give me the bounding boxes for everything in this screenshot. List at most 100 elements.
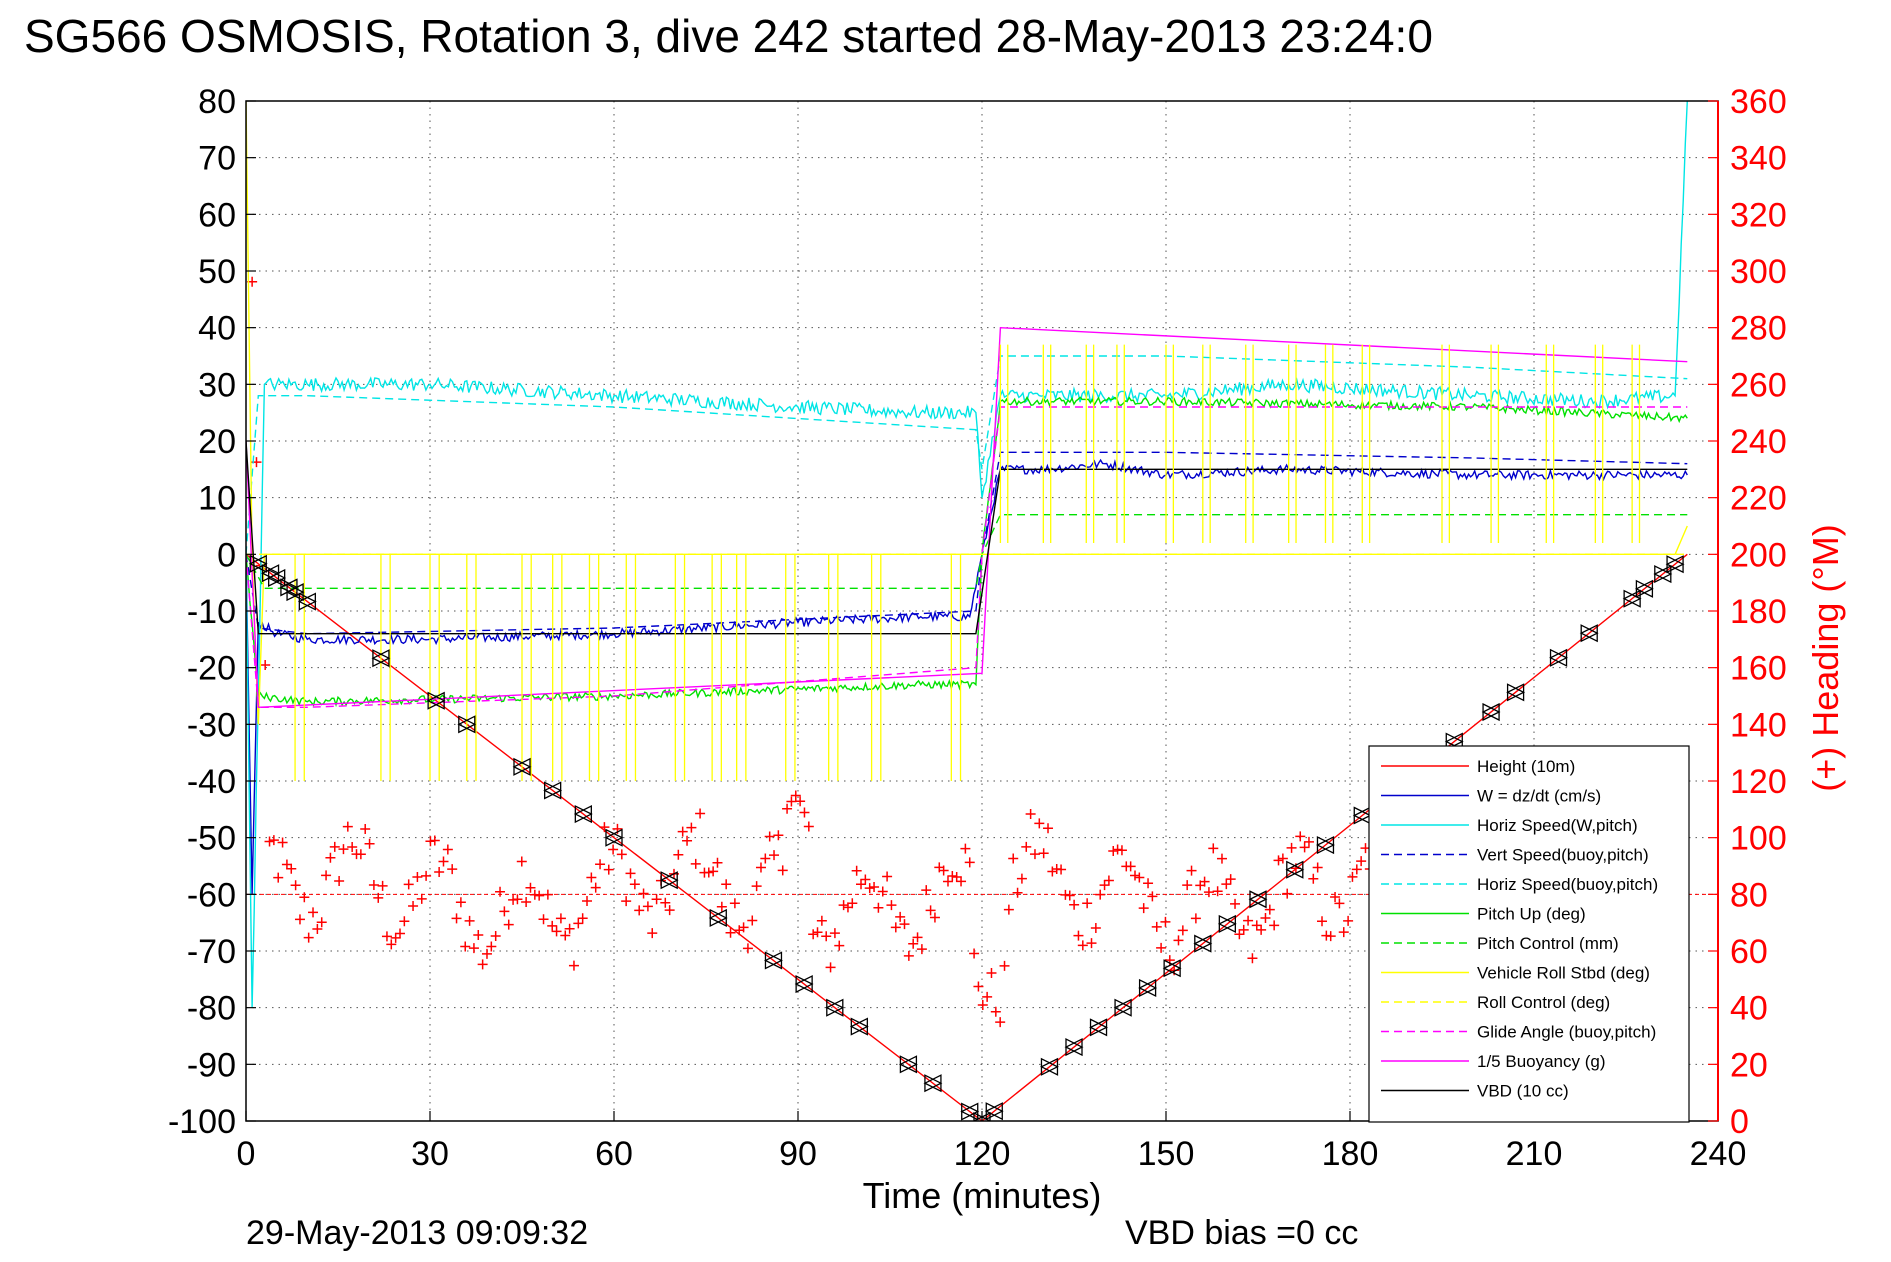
heading-point <box>551 926 562 937</box>
heading-point <box>468 943 479 954</box>
heading-point <box>773 830 784 841</box>
heading-point <box>1151 921 1162 932</box>
heading-point <box>755 862 766 873</box>
depth-marker <box>708 908 727 927</box>
heading-point <box>573 918 584 929</box>
heading-point <box>1356 856 1367 867</box>
heading-point <box>742 943 753 954</box>
heading-point <box>1212 886 1223 897</box>
y-right-tick-label: 360 <box>1730 83 1787 121</box>
y-right-tick-label: 100 <box>1730 820 1787 858</box>
y-right-tick-label: 280 <box>1730 310 1787 348</box>
heading-point <box>912 932 923 943</box>
heading-point <box>442 844 453 855</box>
heading-point <box>1103 875 1114 886</box>
heading-point <box>1112 844 1123 855</box>
y-right-tick-label: 20 <box>1730 1046 1768 1084</box>
heading-point <box>790 790 801 801</box>
depth-marker <box>426 691 445 710</box>
heading-point <box>703 867 714 878</box>
heading-point <box>464 915 475 926</box>
depth-marker <box>1549 648 1568 667</box>
heading-point <box>1086 938 1097 949</box>
heading-point <box>1138 903 1149 914</box>
heading-point <box>408 900 419 911</box>
heading-point <box>795 796 806 807</box>
legend: Height (10m) W = dz/dt (cm/s) Horiz Speed(… <box>1368 745 1690 1123</box>
heading-point <box>1330 891 1341 902</box>
depth-marker <box>248 554 267 573</box>
heading-point <box>529 889 540 900</box>
legend-label: Horiz Speed(W,pitch) <box>1477 816 1638 835</box>
y-right-tick-label: 120 <box>1730 763 1787 801</box>
heading-point <box>1199 876 1210 887</box>
heading-point <box>634 905 645 916</box>
heading-point <box>956 876 967 887</box>
heading-point <box>516 856 527 867</box>
y-tick-label: -100 <box>168 1103 236 1141</box>
heading-point <box>377 880 388 891</box>
heading-point <box>1277 853 1288 864</box>
heading-point <box>1264 904 1275 915</box>
heading-point <box>555 913 566 924</box>
heading-point <box>856 879 867 890</box>
heading-point <box>447 864 458 875</box>
heading-point <box>399 916 410 927</box>
heading-point <box>851 865 862 876</box>
depth-marker <box>1040 1057 1059 1076</box>
depth-marker <box>825 998 844 1017</box>
heading-point <box>751 881 762 892</box>
heading-point <box>286 863 297 874</box>
x-tick-label: 240 <box>1690 1135 1747 1173</box>
heading-point <box>1008 853 1019 864</box>
heading-point <box>373 892 384 903</box>
heading-point <box>869 881 880 892</box>
heading-point <box>1312 862 1323 873</box>
heading-point <box>1034 818 1045 829</box>
legend-box <box>1368 745 1690 1123</box>
heading-point <box>616 849 627 860</box>
heading-point <box>651 894 662 905</box>
y-tick-label: 20 <box>198 423 236 461</box>
heading-point <box>903 950 914 961</box>
heading-point <box>455 897 466 908</box>
y-right-tick-label: 260 <box>1730 366 1787 404</box>
heading-point <box>503 919 514 930</box>
heading-point <box>1203 887 1214 898</box>
heading-point <box>969 948 980 959</box>
heading-point <box>368 880 379 891</box>
heading-point <box>390 932 401 943</box>
heading-point <box>960 843 971 854</box>
depth-marker <box>1089 1018 1108 1037</box>
y-tick-label: -30 <box>187 706 236 744</box>
heading-point <box>512 894 523 905</box>
heading-point <box>1208 843 1219 854</box>
plot-area <box>246 101 1718 1121</box>
chart-title: SG566 OSMOSIS, Rotation 3, dive 242 star… <box>24 10 1433 62</box>
heading-point <box>564 923 575 934</box>
legend-label: Pitch Control (mm) <box>1477 934 1619 953</box>
heading-point <box>1273 855 1284 866</box>
footer-timestamp: 29-May-2013 09:09:32 <box>246 1214 588 1252</box>
y-tick-label: 60 <box>198 196 236 234</box>
depth-marker <box>898 1055 918 1074</box>
heading-point <box>534 890 545 901</box>
heading-point <box>873 902 884 913</box>
heading-point <box>729 898 740 909</box>
y-right-tick-label: 340 <box>1730 140 1787 178</box>
x-tick-label: 30 <box>411 1135 449 1173</box>
depth-marker <box>1285 860 1304 879</box>
heading-point <box>725 927 736 938</box>
heading-point <box>268 835 279 846</box>
legend-label: Height (10m) <box>1477 757 1575 776</box>
heading-point <box>921 885 932 896</box>
y-tick-label: -50 <box>187 820 236 858</box>
heading-point <box>299 892 310 903</box>
heading-point <box>1160 916 1171 927</box>
heading-point <box>1095 889 1106 900</box>
heading-point <box>486 941 497 952</box>
heading-point <box>942 876 953 887</box>
heading-point <box>721 879 732 890</box>
heading-point <box>1147 891 1158 902</box>
